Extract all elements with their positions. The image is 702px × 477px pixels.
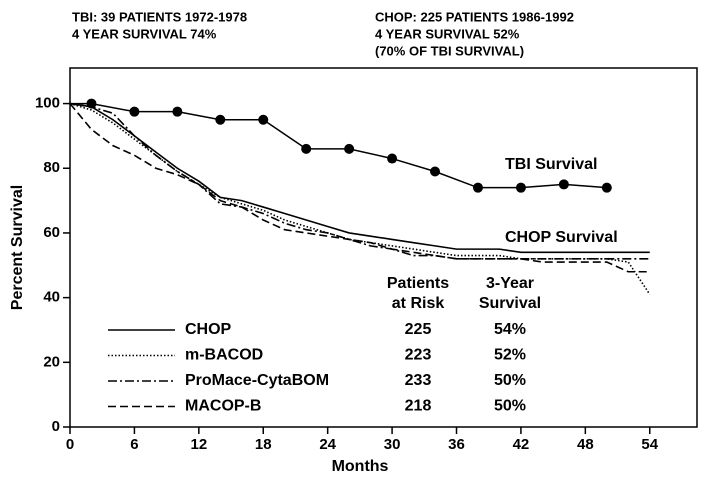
x-axis-label: Months bbox=[332, 458, 389, 475]
legend-label: CHOP bbox=[185, 321, 232, 338]
header-text: 4 YEAR SURVIVAL 74% bbox=[72, 26, 217, 41]
x-tick-label: 24 bbox=[319, 436, 336, 453]
annotation: CHOP Survival bbox=[505, 229, 618, 246]
table-header: Patients bbox=[387, 275, 449, 292]
y-tick-label: 40 bbox=[43, 289, 60, 306]
patients-at-risk: 233 bbox=[405, 372, 432, 389]
survival-curve bbox=[69, 103, 650, 273]
three-year-survival: 52% bbox=[494, 347, 526, 364]
annotation: TBI Survival bbox=[505, 156, 597, 173]
survival-curve bbox=[69, 102, 650, 254]
data-point bbox=[515, 182, 526, 193]
x-tick-label: 36 bbox=[448, 436, 465, 453]
x-tick-label: 54 bbox=[641, 436, 658, 453]
data-point bbox=[301, 143, 312, 154]
x-tick-label: 30 bbox=[384, 436, 401, 453]
data-point bbox=[472, 182, 483, 193]
x-tick-label: 48 bbox=[577, 436, 594, 453]
y-tick-label: 20 bbox=[43, 353, 60, 370]
x-tick-label: 12 bbox=[190, 436, 207, 453]
legend-label: m-BACOD bbox=[185, 347, 263, 364]
table-header: at Risk bbox=[392, 295, 445, 312]
y-axis-label: Percent Survival bbox=[9, 185, 26, 310]
header-text: (70% OF TBI SURVIVAL) bbox=[375, 43, 524, 58]
data-point bbox=[215, 114, 226, 125]
legend-label: MACOP-B bbox=[185, 398, 261, 415]
data-point bbox=[558, 179, 569, 190]
table-header: 3-Year bbox=[486, 275, 534, 292]
three-year-survival: 50% bbox=[494, 372, 526, 389]
three-year-survival: 50% bbox=[494, 398, 526, 415]
data-point bbox=[172, 106, 183, 117]
data-point bbox=[601, 182, 612, 193]
data-point bbox=[430, 166, 441, 177]
data-point bbox=[258, 114, 269, 125]
header-text: CHOP: 225 PATIENTS 1986-1992 bbox=[375, 9, 574, 24]
header-text: 4 YEAR SURVIVAL 52% bbox=[375, 26, 520, 41]
survival-curve bbox=[69, 102, 651, 295]
patients-at-risk: 218 bbox=[405, 398, 432, 415]
patients-at-risk: 223 bbox=[405, 347, 432, 364]
patients-at-risk: 225 bbox=[405, 321, 432, 338]
data-point bbox=[344, 143, 355, 154]
header-text: TBI: 39 PATIENTS 1972-1978 bbox=[72, 9, 247, 24]
table-header: Survival bbox=[479, 295, 541, 312]
three-year-survival: 54% bbox=[494, 321, 526, 338]
y-tick-label: 80 bbox=[43, 159, 60, 176]
x-tick-label: 18 bbox=[255, 436, 272, 453]
y-tick-label: 100 bbox=[35, 95, 60, 112]
x-tick-label: 0 bbox=[66, 436, 74, 453]
x-tick-label: 6 bbox=[130, 436, 138, 453]
plot-frame bbox=[69, 67, 698, 428]
data-point bbox=[387, 153, 398, 164]
survival-curve bbox=[70, 102, 607, 189]
y-tick-label: 0 bbox=[52, 418, 60, 435]
x-tick-label: 42 bbox=[513, 436, 530, 453]
legend-label: ProMace-CytaBOM bbox=[185, 372, 329, 389]
survival-curve bbox=[69, 102, 650, 260]
y-tick-label: 60 bbox=[43, 224, 60, 241]
data-point bbox=[129, 106, 140, 117]
